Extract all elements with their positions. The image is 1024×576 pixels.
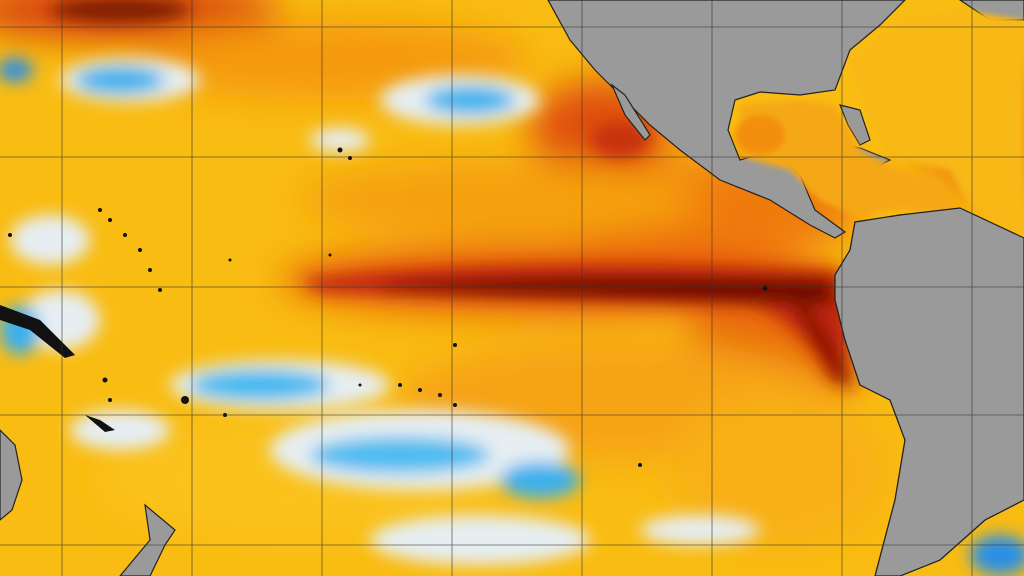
florida	[839, 104, 871, 146]
south-america-overlay	[834, 207, 1024, 576]
baja	[610, 83, 651, 141]
gulf-and-atlantic-water	[735, 10, 1024, 240]
warm-tongue	[50, 0, 860, 390]
new-zealand	[119, 503, 176, 576]
islands	[0, 147, 768, 467]
north-america	[547, 0, 906, 239]
cool-patches	[0, 58, 1024, 575]
australia	[0, 429, 23, 521]
